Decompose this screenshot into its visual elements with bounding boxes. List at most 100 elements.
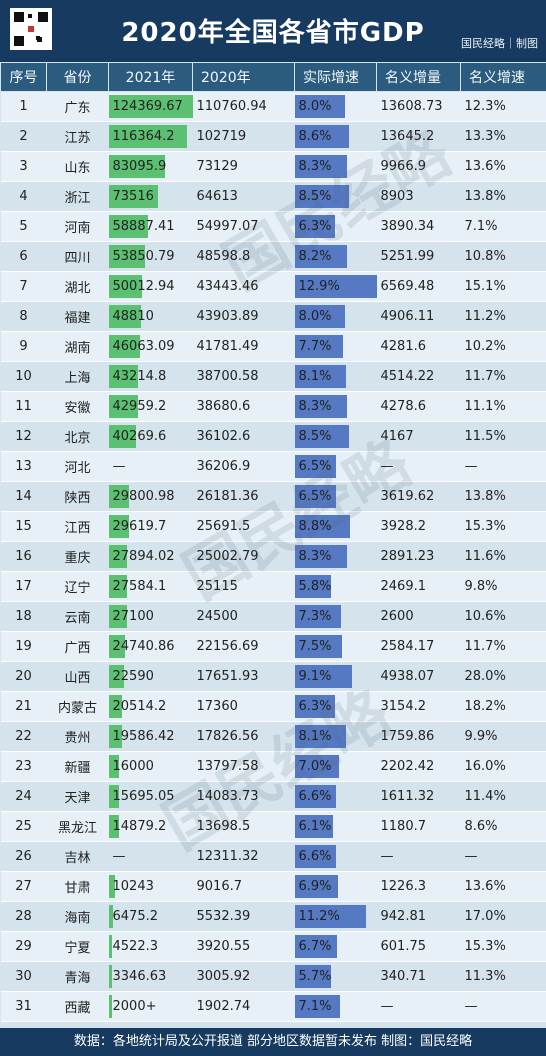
row-gdp-2021: — (108, 841, 193, 872)
row-nominal-rate-text: — (464, 999, 478, 1014)
row-province: 安徽 (46, 391, 109, 422)
table-row: 3 山东 83095.9 73129 8.3% 9966.9 13.6% (0, 151, 546, 182)
real-growth-bar (294, 905, 366, 928)
row-nominal-rate: 28.0% (460, 661, 546, 692)
row-nominal-rate-text: 10.8% (464, 249, 506, 264)
row-nominal-rate-text: 13.6% (464, 159, 506, 174)
gdp-2021-bar (108, 575, 128, 598)
row-real-growth: 6.6% (294, 841, 377, 872)
row-gdp-2021: 6475.2 (108, 901, 193, 932)
row-nominal-rate: 13.3% (460, 121, 546, 152)
row-nominal-rate-text: 11.1% (464, 399, 506, 414)
real-growth-bar (294, 185, 349, 208)
row-nominal-rate-text: 11.2% (464, 309, 506, 324)
row-nominal-rate-text: — (464, 459, 478, 474)
gdp-2021-bar (108, 275, 143, 298)
table-row: 24 天津 15695.05 14083.73 6.6% 1611.32 11.4% (0, 781, 546, 812)
row-province: 广西 (46, 631, 109, 662)
row-gdp-2021: 27894.02 (108, 541, 193, 572)
row-gdp-2020-text: 38700.58 (196, 369, 259, 384)
real-growth-bar (294, 605, 341, 628)
row-nominal-increase: 9966.9 (376, 151, 461, 182)
row-gdp-2020: 13797.58 (192, 751, 295, 782)
row-gdp-2020-text: 48598.8 (196, 249, 251, 264)
row-real-growth: 8.1% (294, 361, 377, 392)
row-gdp-2020: 25691.5 (192, 511, 295, 542)
row-gdp-2021: 83095.9 (108, 151, 193, 182)
table-row: 25 黑龙江 14879.2 13698.5 6.1% 1180.7 8.6% (0, 811, 546, 842)
row-province-text: 青海 (64, 971, 91, 986)
row-seq-text: 13 (15, 459, 32, 474)
row-real-growth-text: 8.0% (298, 309, 332, 324)
row-gdp-2020-text: 14083.73 (196, 789, 259, 804)
row-nominal-increase-text: 4938.07 (380, 669, 435, 684)
row-real-growth: 5.7% (294, 961, 377, 992)
real-growth-bar (294, 785, 337, 808)
row-province-text: 黑龙江 (57, 821, 97, 836)
row-nominal-rate: 9.9% (460, 721, 546, 752)
gdp-2021-bar (108, 425, 136, 448)
row-gdp-2020-text: 41781.49 (196, 339, 259, 354)
row-gdp-2020: 9016.7 (192, 871, 295, 902)
row-real-growth: 7.7% (294, 331, 377, 362)
row-gdp-2021-text: 2000+ (112, 999, 157, 1014)
gdp-2021-bar (108, 215, 149, 238)
row-gdp-2021-text: 53850.79 (112, 249, 175, 264)
row-province-text: 湖南 (64, 341, 91, 356)
real-growth-bar (294, 965, 331, 988)
real-growth-bar (294, 215, 335, 238)
row-nominal-increase-text: 1759.86 (380, 729, 435, 744)
row-gdp-2021: 27100 (108, 601, 193, 632)
row-province-text: 天津 (64, 791, 91, 806)
row-seq-text: 20 (15, 669, 32, 684)
row-real-growth-text: 12.9% (298, 279, 340, 294)
row-gdp-2021: 43214.8 (108, 361, 193, 392)
table-row: 28 海南 6475.2 5532.39 11.2% 942.81 17.0% (0, 901, 546, 932)
row-nominal-rate-text: 15.3% (464, 519, 506, 534)
row-seq-text: 4 (19, 189, 28, 204)
row-gdp-2021: 27584.1 (108, 571, 193, 602)
row-real-growth-text: 8.3% (298, 159, 332, 174)
row-nominal-increase-text: — (380, 849, 394, 864)
row-nominal-increase-text: 4278.6 (380, 399, 427, 414)
row-nominal-increase-text: 4906.11 (380, 309, 435, 324)
row-nominal-rate: 15.3% (460, 931, 546, 962)
row-nominal-increase-text: 3928.2 (380, 519, 427, 534)
gdp-2021-bar (108, 185, 159, 208)
row-real-growth: 8.0% (294, 301, 377, 332)
row-real-growth-text: 6.3% (298, 699, 332, 714)
row-gdp-2020: 38680.6 (192, 391, 295, 422)
row-gdp-2020: 3005.92 (192, 961, 295, 992)
row-gdp-2020-text: 3920.55 (196, 939, 251, 954)
row-gdp-2021: 10243 (108, 871, 193, 902)
real-growth-bar (294, 695, 335, 718)
row-real-growth: 8.3% (294, 391, 377, 422)
col-header-real-growth: 实际增速 (294, 62, 377, 92)
gdp-2021-bar (108, 605, 127, 628)
row-province: 山东 (46, 151, 109, 182)
table-row: 8 福建 48810 43903.89 8.0% 4906.11 11.2% (0, 301, 546, 332)
row-real-growth: 9.1% (294, 661, 377, 692)
row-nominal-rate: 13.6% (460, 871, 546, 902)
row-gdp-2020-text: 22156.69 (196, 639, 259, 654)
real-growth-bar (294, 665, 353, 688)
row-province-text: 广东 (64, 101, 91, 116)
row-nominal-increase: 1180.7 (376, 811, 461, 842)
row-seq: 23 (0, 751, 47, 782)
row-province-text: 辽宁 (64, 581, 91, 596)
row-seq: 16 (0, 541, 47, 572)
row-real-growth: 6.5% (294, 451, 377, 482)
row-gdp-2020-text: 13698.5 (196, 819, 251, 834)
row-nominal-increase-text: 2600 (380, 609, 414, 624)
row-province-text: 河南 (64, 221, 91, 236)
row-seq: 30 (0, 961, 47, 992)
gdp-2021-bar (108, 155, 165, 178)
row-real-growth-text: 7.0% (298, 759, 332, 774)
row-gdp-2020-text: 43443.46 (196, 279, 259, 294)
row-seq: 22 (0, 721, 47, 752)
table-row: 23 新疆 16000 13797.58 7.0% 2202.42 16.0% (0, 751, 546, 782)
row-seq-text: 27 (15, 879, 32, 894)
row-real-growth-text: 6.9% (298, 879, 332, 894)
row-province: 广东 (46, 91, 109, 122)
row-nominal-rate-text: 9.8% (464, 579, 498, 594)
